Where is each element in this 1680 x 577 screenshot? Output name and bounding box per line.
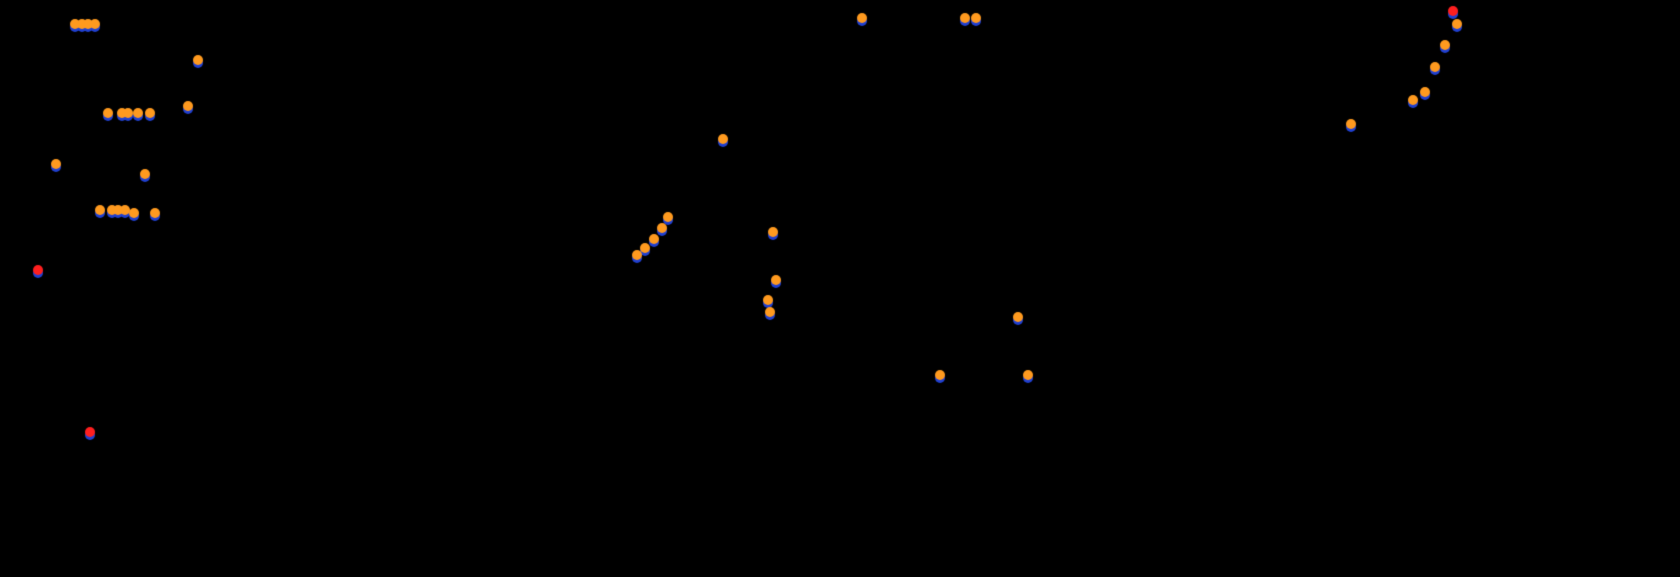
scatter-plot	[0, 0, 1680, 577]
